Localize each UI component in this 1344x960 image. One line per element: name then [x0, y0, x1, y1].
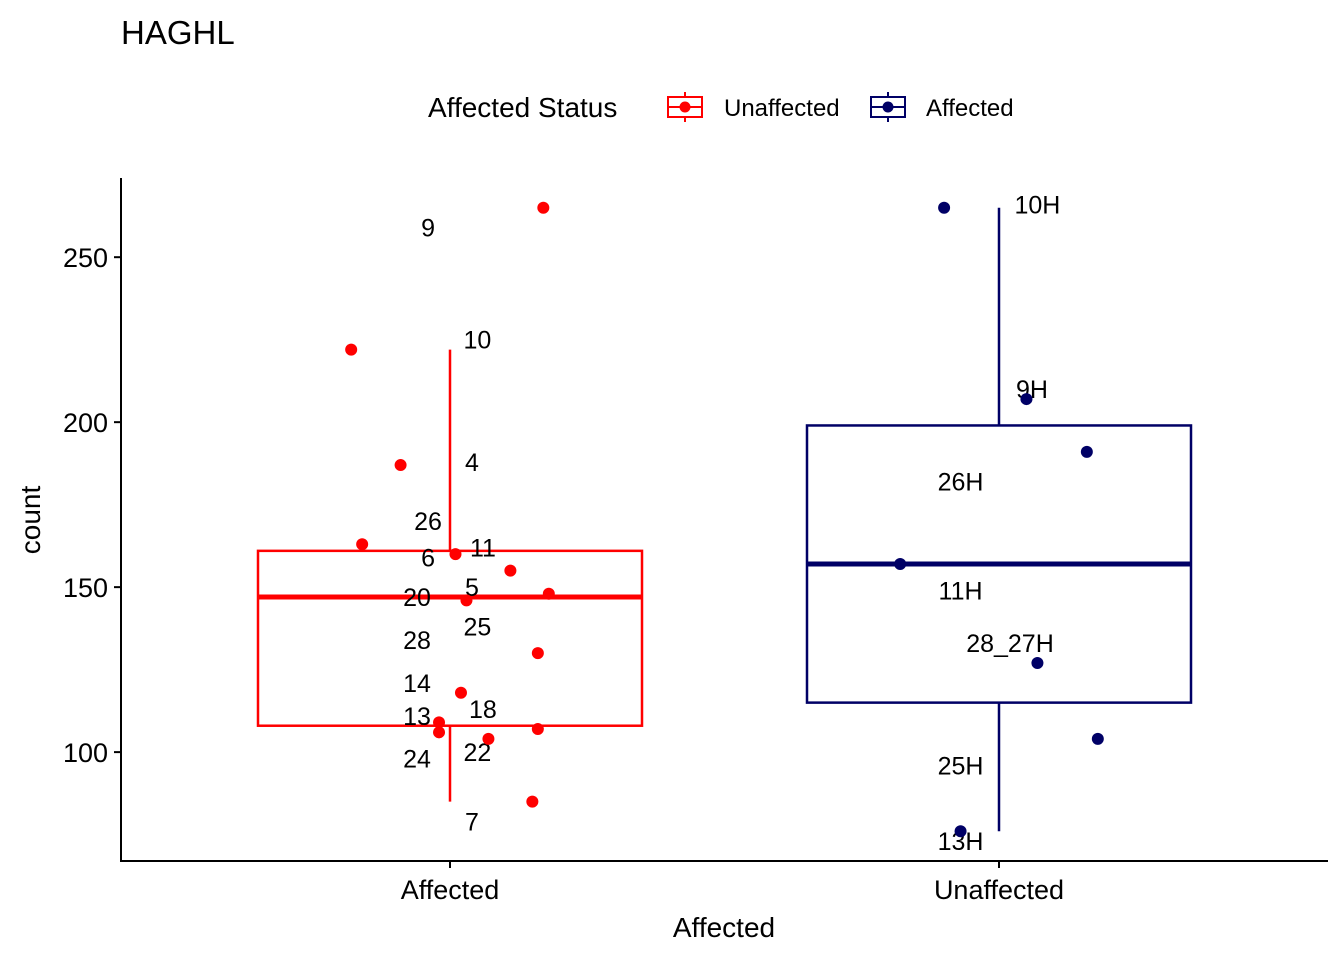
y-ticks: 100 150 200 250 [63, 243, 121, 768]
chart-title: HAGHL [121, 14, 235, 51]
data-point [1080, 445, 1093, 458]
y-axis: 100 150 200 250 [63, 178, 122, 862]
points-layer [345, 201, 1104, 838]
point-label: 28_27H [966, 630, 1054, 658]
y-tick-label: 250 [63, 243, 108, 273]
point-label: 11 [470, 535, 496, 563]
boxes-layer [256, 207, 1193, 832]
legend-key-affected [870, 92, 906, 122]
point-label: 26 [414, 508, 442, 536]
box-iqr [256, 549, 644, 727]
legend-key-unaffected [667, 92, 703, 122]
legend-label-affected: Affected [926, 95, 1014, 122]
data-point [537, 201, 550, 214]
point-label: 25 [464, 614, 492, 642]
data-point [894, 558, 907, 571]
point-label: 9 [421, 214, 435, 242]
x-axis-title: Affected [673, 912, 775, 943]
x-ticks: Affected Unaffected [401, 861, 1064, 905]
data-point [504, 564, 517, 577]
y-tick-label: 150 [63, 573, 108, 603]
data-point [394, 459, 407, 472]
point-label: 4 [465, 449, 479, 477]
data-point [1091, 732, 1104, 745]
point-label: 10H [1014, 191, 1060, 219]
data-point [356, 538, 369, 551]
point-label: 20 [403, 584, 431, 612]
point-label: 28 [403, 627, 431, 655]
box-affected [256, 349, 644, 802]
legend: Affected Status Unaffected Affected [428, 92, 1014, 123]
data-point [542, 587, 555, 600]
data-point [433, 726, 446, 739]
point-label: 26H [938, 469, 984, 497]
legend-key-point [882, 101, 894, 113]
point-label: 7 [465, 808, 479, 836]
y-axis-title: count [15, 486, 46, 555]
data-point [531, 647, 544, 660]
data-point [482, 732, 495, 745]
point-label: 25H [938, 752, 984, 780]
box-unaffected [805, 207, 1193, 832]
point-label: 6 [421, 544, 435, 572]
data-point [531, 723, 544, 736]
data-point [345, 343, 358, 356]
data-point [1031, 657, 1044, 670]
y-tick-label: 100 [63, 738, 108, 768]
point-label: 24 [403, 746, 431, 774]
data-point [449, 548, 462, 561]
legend-key-point [679, 101, 691, 113]
data-point [454, 686, 467, 699]
legend-entry-unaffected: Unaffected [667, 92, 840, 122]
data-point [460, 594, 473, 607]
point-label: 13 [403, 703, 431, 731]
legend-title: Affected Status [428, 92, 617, 123]
x-axis: Affected Unaffected [120, 860, 1328, 905]
data-point [526, 795, 539, 808]
point-label: 14 [403, 670, 431, 698]
legend-entry-affected: Affected [870, 92, 1014, 122]
data-point [954, 825, 967, 838]
y-tick-label: 200 [63, 408, 108, 438]
legend-label-unaffected: Unaffected [724, 95, 840, 122]
data-point [938, 201, 951, 214]
x-tick-label: Unaffected [934, 875, 1064, 905]
data-point [1020, 393, 1033, 406]
point-label: 11H [939, 577, 983, 605]
point-label: 10 [464, 327, 492, 355]
point-label: 18 [469, 696, 497, 724]
data-point [433, 716, 446, 729]
x-tick-label: Affected [401, 875, 500, 905]
